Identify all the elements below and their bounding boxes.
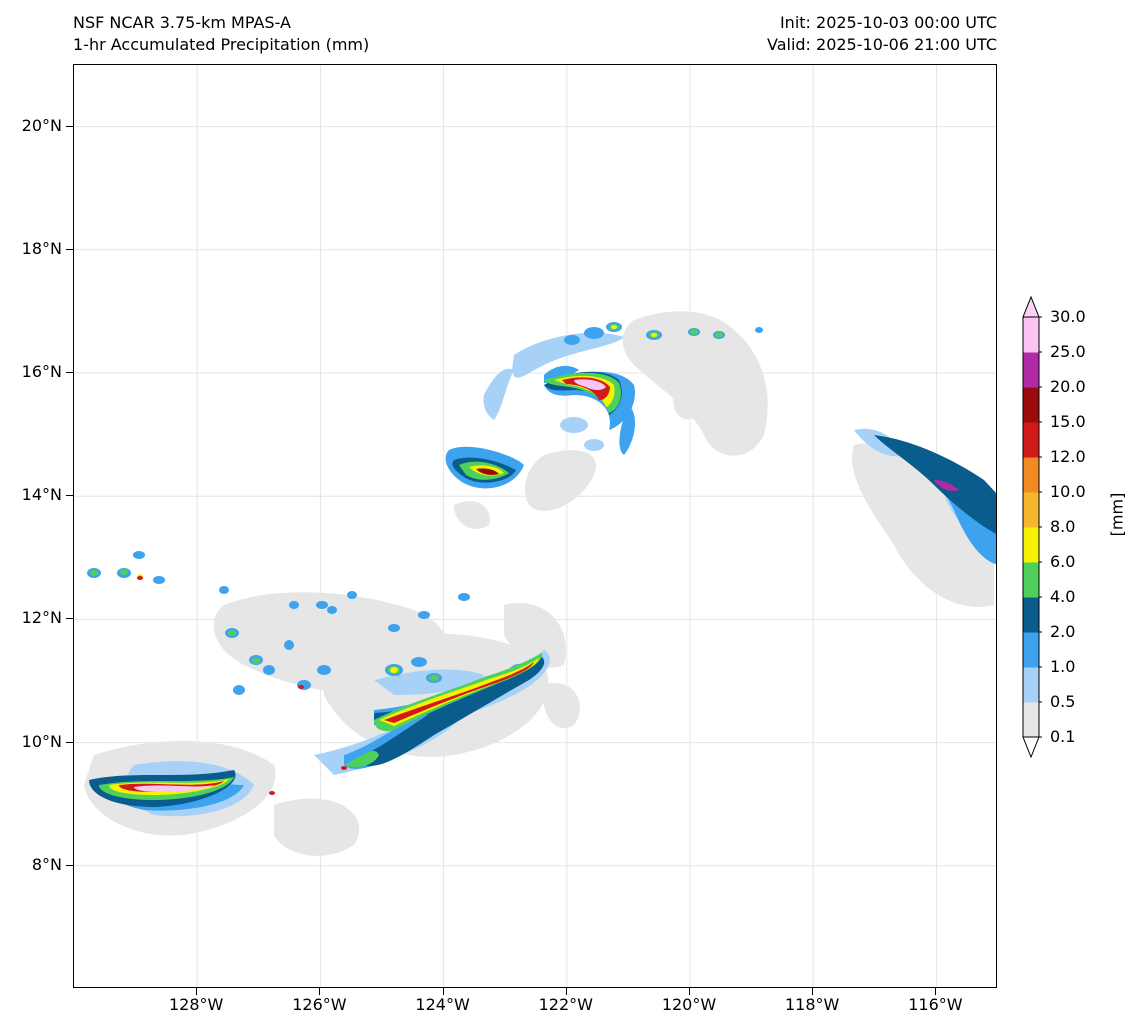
colorbar-level-label: 30.0 — [1050, 307, 1086, 326]
colorbar-swatch — [1023, 317, 1039, 353]
colorbar-swatch — [1023, 562, 1039, 598]
lon-tick-label: 122°W — [538, 995, 593, 1014]
colorbar-units: [mm] — [1107, 492, 1127, 537]
colorbar-swatch — [1023, 527, 1039, 563]
lon-tick-mark — [442, 988, 444, 995]
precip-map — [74, 65, 996, 987]
colorbar-level-label: 25.0 — [1050, 342, 1086, 361]
colorbar-swatch — [1023, 422, 1039, 458]
colorbar-extend-under — [1022, 736, 1040, 759]
colorbar-swatch — [1023, 632, 1039, 668]
model-name: NSF NCAR 3.75-km MPAS-A — [73, 13, 291, 32]
colorbar-level-label: 0.1 — [1050, 727, 1076, 746]
lat-tick-label: 18°N — [21, 238, 62, 258]
graticule — [74, 65, 996, 987]
colorbar-swatch — [1023, 457, 1039, 493]
field-name: 1-hr Accumulated Precipitation (mm) — [73, 35, 370, 54]
lat-tick-mark — [66, 125, 73, 127]
light-rain — [126, 332, 996, 817]
lon-tick-label: 124°W — [415, 995, 470, 1014]
colorbar-swatch — [1023, 387, 1039, 423]
lat-tick-mark — [66, 495, 73, 497]
lat-tick-label: 10°N — [21, 731, 62, 751]
scattered-cells-group — [87, 322, 763, 795]
lat-tick-mark — [66, 864, 73, 866]
colorbar-level-label: 20.0 — [1050, 377, 1086, 396]
map-panel — [73, 64, 997, 988]
init-time: Init: 2025-10-03 00:00 UTC — [779, 13, 997, 32]
valid-time: Valid: 2025-10-06 21:00 UTC — [766, 35, 997, 54]
intense-rain-cores — [99, 372, 621, 800]
colorbar-level-label: 12.0 — [1050, 447, 1086, 466]
lon-tick-mark — [812, 988, 814, 995]
colorbar-level-label: 4.0 — [1050, 587, 1076, 606]
colorbar-level-label: 10.0 — [1050, 482, 1086, 501]
forecast-times: Init: 2025-10-03 00:00 UTC Valid: 2025-1… — [767, 12, 997, 56]
colorbar-swatch — [1023, 667, 1039, 703]
lon-tick-label: 116°W — [908, 995, 963, 1014]
colorbar-swatch — [1023, 352, 1039, 388]
lat-tick-label: 8°N — [31, 854, 62, 874]
lat-tick-mark — [66, 741, 73, 743]
lon-tick-mark — [196, 988, 198, 995]
lat-tick-label: 20°N — [21, 115, 62, 135]
lat-tick-mark — [66, 618, 73, 620]
lon-tick-mark — [935, 988, 937, 995]
lon-tick-label: 120°W — [661, 995, 717, 1014]
lon-tick-mark — [319, 988, 321, 995]
extreme-rain-cores — [119, 377, 959, 792]
colorbar-swatch — [1023, 492, 1039, 528]
lon-tick-mark — [565, 988, 567, 995]
colorbar-level-label: 15.0 — [1050, 412, 1086, 431]
colorbar-level-label: 1.0 — [1050, 657, 1076, 676]
colorbar-swatch — [1023, 597, 1039, 633]
lat-tick-mark — [66, 372, 73, 373]
map-title: NSF NCAR 3.75-km MPAS-A 1-hr Accumulated… — [73, 12, 369, 56]
lat-tick-label: 16°N — [21, 362, 62, 381]
lon-tick-label: 118°W — [785, 995, 840, 1014]
lon-tick-label: 126°W — [292, 995, 347, 1014]
colorbar — [1022, 295, 1042, 759]
colorbar-extend-over — [1022, 295, 1040, 318]
lat-tick-label: 14°N — [21, 485, 62, 505]
lat-tick-label: 12°N — [21, 608, 62, 628]
lat-tick-mark — [66, 248, 73, 250]
lon-tick-mark — [689, 988, 690, 995]
lon-tick-label: 128°W — [169, 995, 224, 1014]
colorbar-level-label: 0.5 — [1050, 692, 1076, 711]
colorbar-level-label: 8.0 — [1050, 517, 1076, 536]
colorbar-level-label: 6.0 — [1050, 552, 1076, 571]
colorbar-level-label: 2.0 — [1050, 622, 1076, 641]
colorbar-swatch — [1023, 702, 1039, 738]
